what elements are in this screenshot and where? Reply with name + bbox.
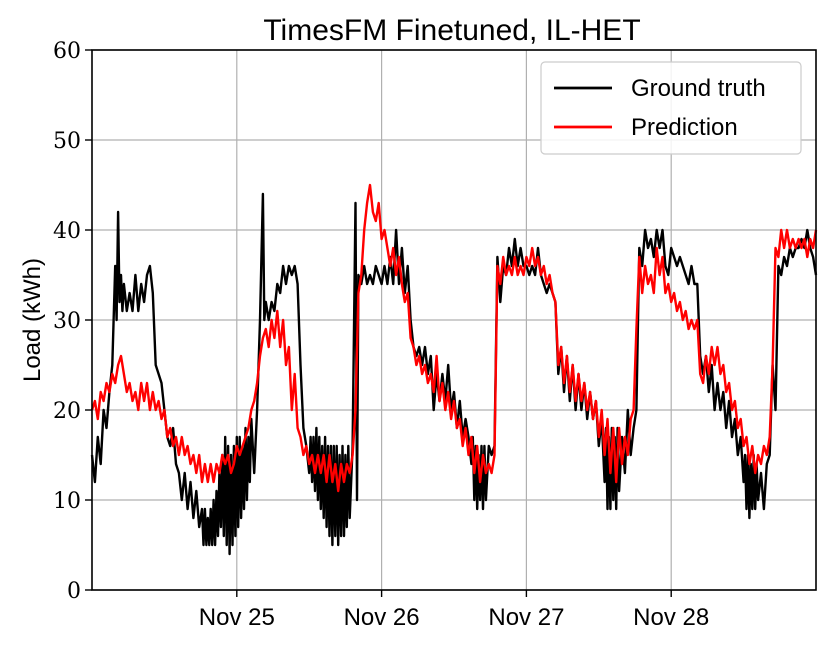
x-tick-label: Nov 25 xyxy=(199,604,275,631)
axis-ticks: 0 10 20 30 40 50 60 Nov 25 Nov 26 Nov 27 Nov 28 xyxy=(53,39,709,631)
y-tick-label: 40 xyxy=(53,219,81,244)
x-tick-label: Nov 26 xyxy=(344,604,420,631)
x-tick-label: Nov 27 xyxy=(488,604,564,631)
series-lines xyxy=(90,183,818,556)
y-tick-label: 20 xyxy=(53,399,81,424)
y-tick-label: 50 xyxy=(53,129,81,154)
legend-box xyxy=(540,61,802,155)
y-tick-label: 30 xyxy=(53,309,81,334)
chart-title: TimesFM Finetuned, IL-HET xyxy=(263,14,640,47)
x-tick-label: Nov 28 xyxy=(633,604,709,631)
legend-label-ground-truth: Ground truth xyxy=(631,75,766,102)
legend-label-prediction: Prediction xyxy=(631,114,738,141)
y-axis-label: Load (kWh) xyxy=(19,258,46,382)
series-prediction xyxy=(90,183,818,493)
legend: Ground truth Prediction xyxy=(540,61,802,155)
y-tick-label: 0 xyxy=(67,579,81,604)
y-tick-label: 10 xyxy=(53,489,81,514)
series-ground-truth xyxy=(90,192,818,556)
y-tick-label: 60 xyxy=(53,39,81,64)
